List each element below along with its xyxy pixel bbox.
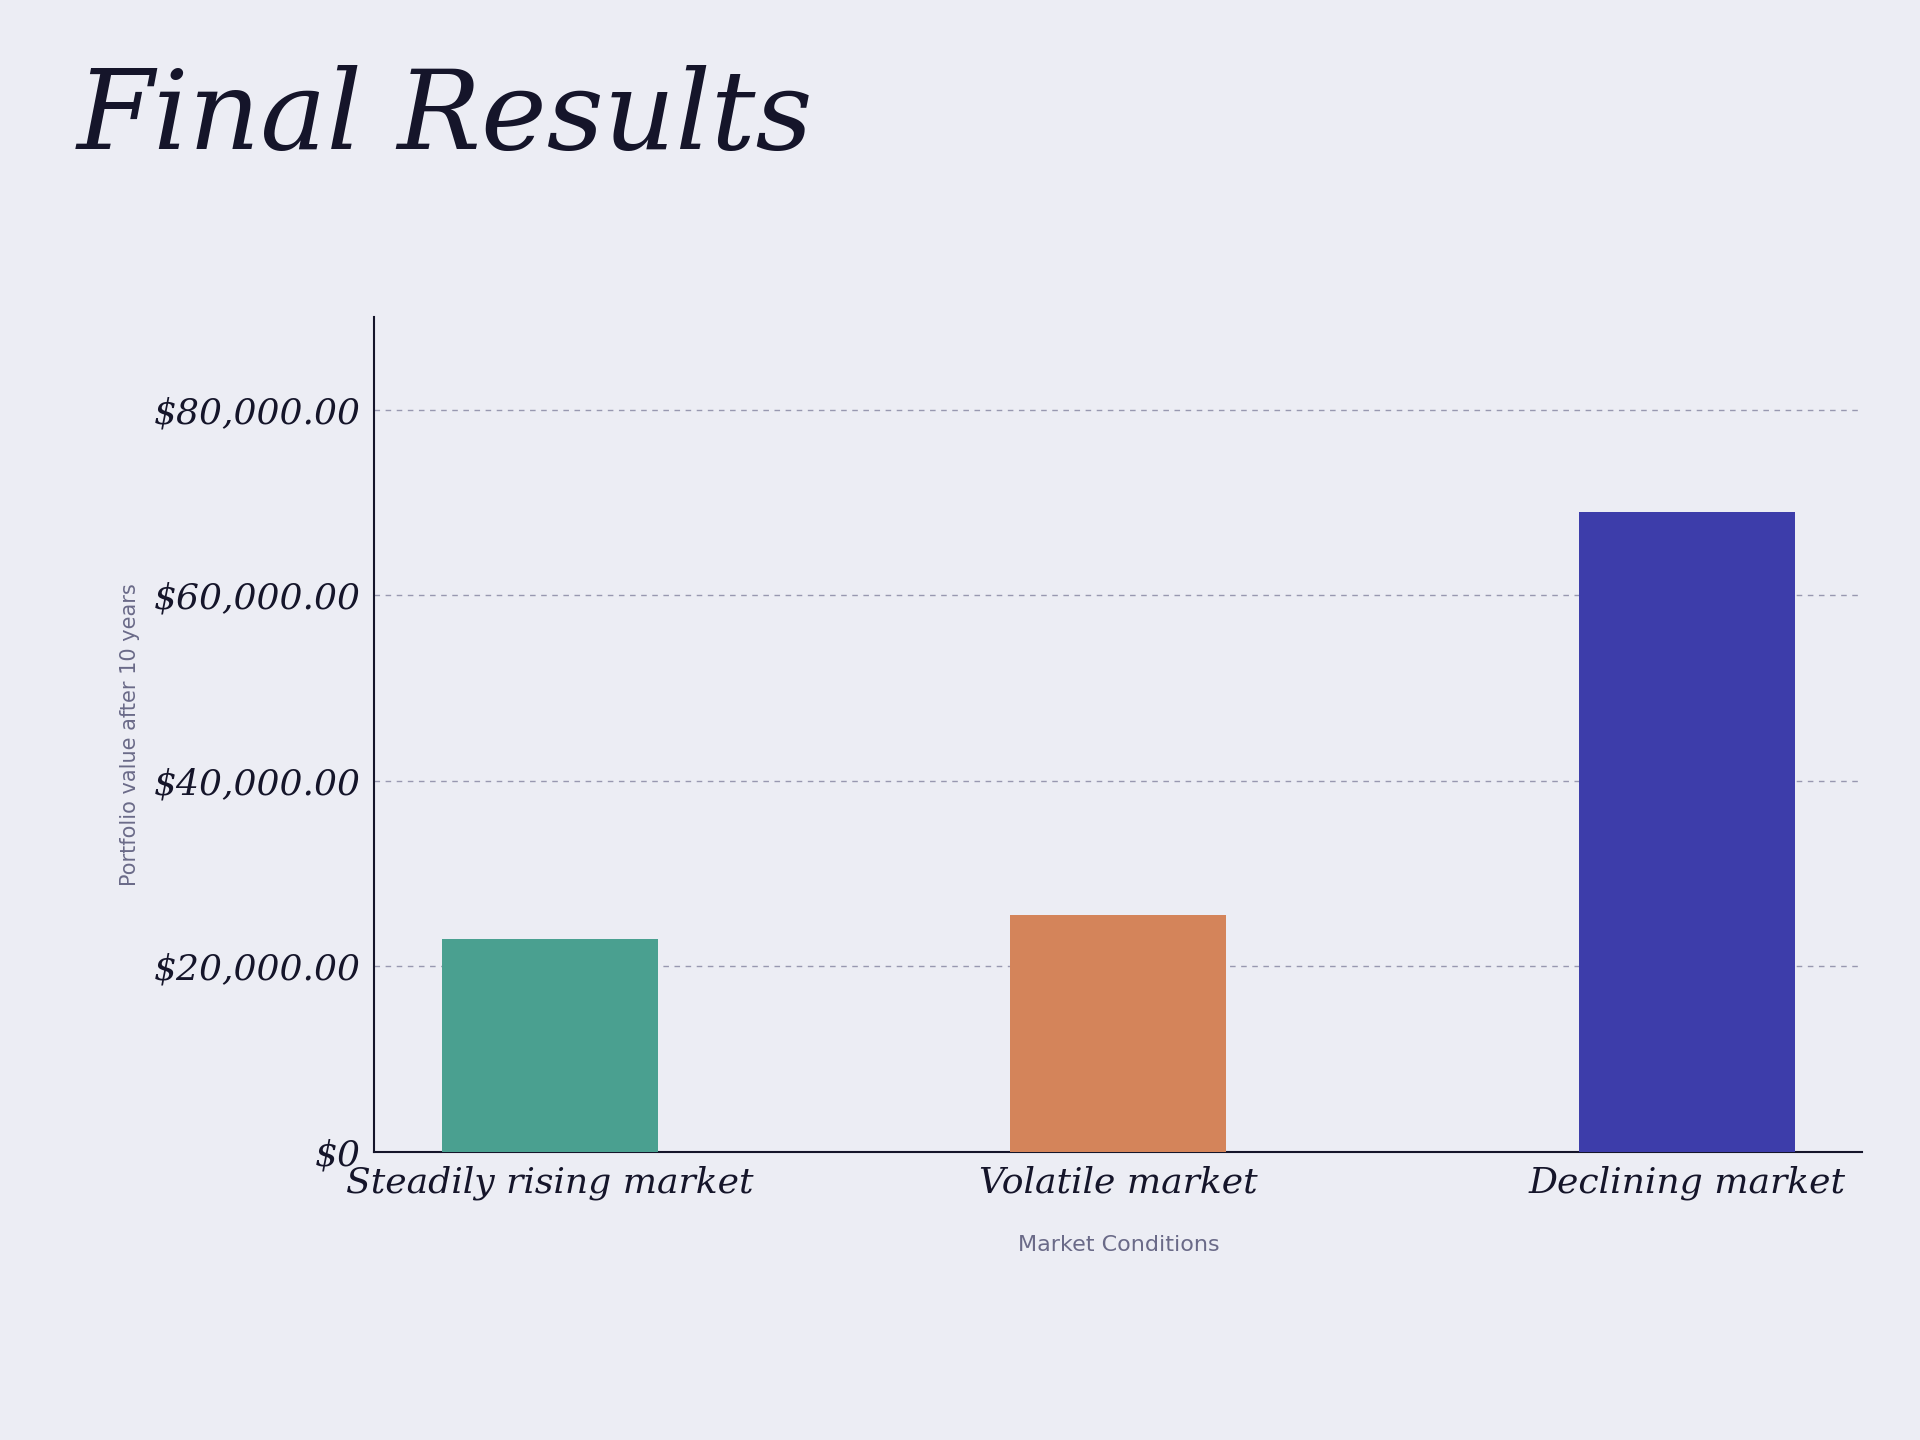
Bar: [1010, 916, 1227, 1152]
Bar: [1578, 511, 1795, 1152]
Bar: [442, 939, 659, 1152]
Y-axis label: Portfolio value after 10 years: Portfolio value after 10 years: [119, 583, 140, 886]
X-axis label: Market Conditions: Market Conditions: [1018, 1236, 1219, 1256]
Text: Final Results: Final Results: [77, 65, 814, 173]
